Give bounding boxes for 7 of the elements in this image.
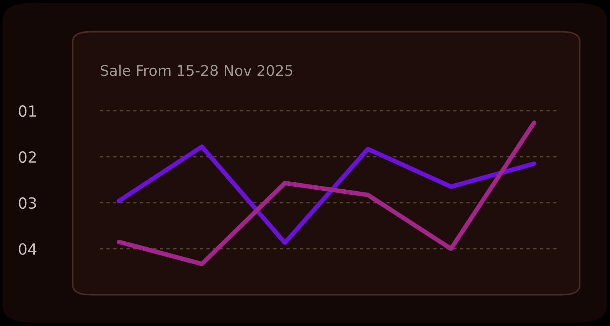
y-tick-label: 02 [19,152,36,164]
y-tick-label: 01 [19,106,36,118]
line-series [116,144,536,246]
text: Sale From 15-28 Nov 2025 [100,64,293,76]
line-series [116,120,536,266]
y-tick-label: 03 [19,198,36,210]
y-tick-label: 04 [19,243,37,256]
